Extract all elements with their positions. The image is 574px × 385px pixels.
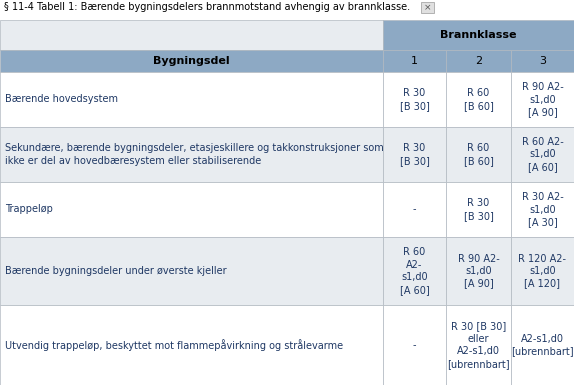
Text: R 60
A2-
s1,d0
[A 60]: R 60 A2- s1,d0 [A 60] [400, 248, 429, 295]
Bar [511, 50, 574, 72]
Text: R 60 A2-
s1,d0
[A 60]: R 60 A2- s1,d0 [A 60] [522, 137, 563, 172]
Bar [446, 50, 511, 72]
Text: -: - [413, 204, 416, 214]
Text: § 11-4 Tabell 1: Bærende bygningsdelers brannmotstand avhengig av brannklasse.: § 11-4 Tabell 1: Bærende bygningsdelers … [4, 2, 410, 12]
Text: R 30
[B 30]: R 30 [B 30] [400, 143, 429, 166]
Text: R 90 A2-
s1,d0
[A 90]: R 90 A2- s1,d0 [A 90] [457, 254, 499, 288]
Text: Sekundære, bærende bygningsdeler, etasjeskillere og takkonstruksjoner som
ikke e: Sekundære, bærende bygningsdeler, etasje… [5, 143, 384, 166]
Bar [446, 72, 511, 127]
Text: Bygningsdel: Bygningsdel [153, 56, 230, 66]
Text: R 90 A2-
s1,d0
[A 90]: R 90 A2- s1,d0 [A 90] [522, 82, 563, 117]
Text: Trappeløp: Trappeløp [5, 204, 53, 214]
Text: R 30 A2-
s1,d0
[A 30]: R 30 A2- s1,d0 [A 30] [522, 192, 563, 227]
Text: Bærende hovedsystem: Bærende hovedsystem [5, 94, 118, 104]
Bar [446, 237, 511, 305]
Text: 3: 3 [539, 56, 546, 66]
Bar [511, 237, 574, 305]
Bar [0, 237, 383, 305]
Bar [383, 127, 446, 182]
Bar [511, 305, 574, 385]
Bar [446, 182, 511, 237]
Bar [383, 20, 574, 50]
Bar [383, 72, 446, 127]
Text: R 30 [B 30]
eller
A2-s1,d0
[ubrennbart]: R 30 [B 30] eller A2-s1,d0 [ubrennbart] [447, 321, 510, 368]
Text: Utvendig trappeløp, beskyttet mot flammepåvirkning og strålevarme: Utvendig trappeløp, beskyttet mot flamme… [5, 339, 343, 351]
Text: R 60
[B 60]: R 60 [B 60] [464, 88, 494, 111]
Text: R 60
[B 60]: R 60 [B 60] [464, 143, 494, 166]
Bar [383, 305, 446, 385]
Bar [0, 50, 383, 72]
Text: A2-s1,d0
[ubrennbart]: A2-s1,d0 [ubrennbart] [511, 334, 574, 356]
Bar [446, 127, 511, 182]
Bar [383, 237, 446, 305]
Bar [421, 2, 434, 13]
Text: 2: 2 [475, 56, 482, 66]
Bar [511, 127, 574, 182]
Bar [0, 20, 383, 50]
Text: R 120 A2-
s1,d0
[A 120]: R 120 A2- s1,d0 [A 120] [518, 254, 567, 288]
Bar [0, 72, 383, 127]
Text: Bærende bygningsdeler under øverste kjeller: Bærende bygningsdeler under øverste kjel… [5, 266, 227, 276]
Bar [511, 72, 574, 127]
Text: R 30
[B 30]: R 30 [B 30] [400, 88, 429, 111]
Text: R 30
[B 30]: R 30 [B 30] [464, 198, 494, 221]
Bar [511, 182, 574, 237]
Bar [0, 305, 383, 385]
Bar [0, 127, 383, 182]
Text: Brannklasse: Brannklasse [440, 30, 517, 40]
Text: -: - [413, 340, 416, 350]
Bar [383, 50, 446, 72]
Bar [383, 182, 446, 237]
Text: ×: × [424, 3, 431, 12]
Bar [446, 305, 511, 385]
Text: 1: 1 [411, 56, 418, 66]
Bar [0, 182, 383, 237]
